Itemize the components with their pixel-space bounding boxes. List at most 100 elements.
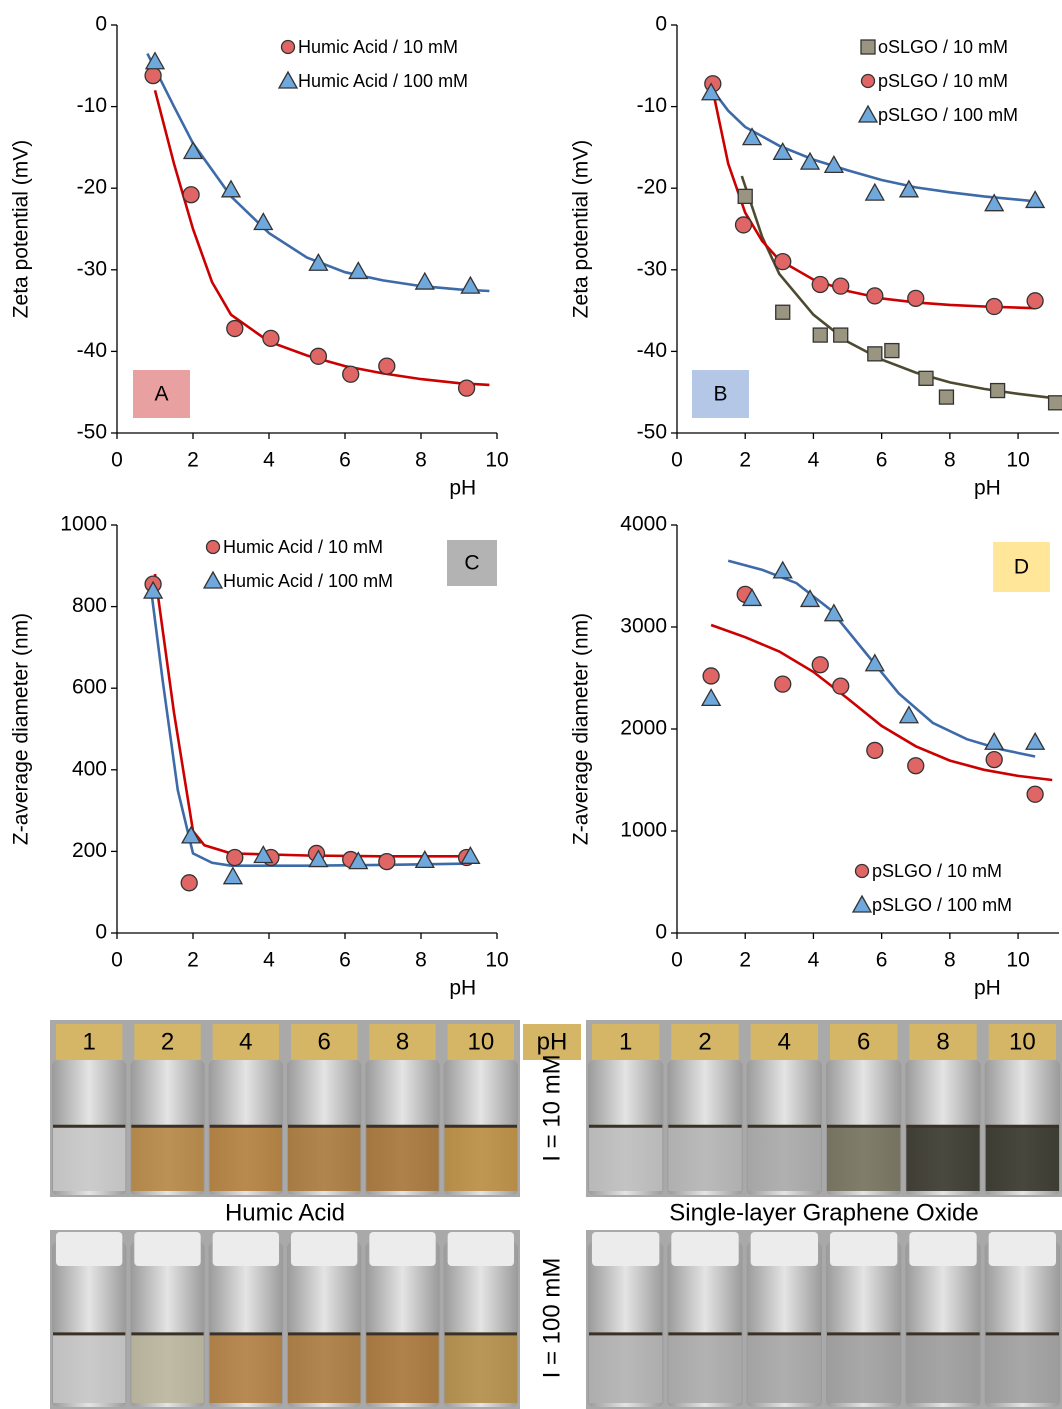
fit-line: [146, 53, 490, 293]
ph-label: 4: [778, 1028, 791, 1055]
ph-label-box: [830, 1024, 898, 1060]
ph-label: 10: [1009, 1028, 1036, 1055]
vial-liquid: [53, 1126, 126, 1191]
data-point: [812, 327, 828, 343]
data-point: [741, 127, 763, 146]
y-tick-label: 3000: [620, 615, 667, 638]
y-tick-label: 0: [655, 13, 667, 36]
y-tick-label: -10: [637, 94, 667, 117]
data-point: [702, 667, 720, 685]
vial-liquid: [444, 1333, 517, 1403]
vial-liquid: [985, 1126, 1059, 1191]
data-point: [1026, 292, 1044, 310]
legend-marker: [860, 39, 876, 55]
legend-marker: [280, 39, 296, 55]
legend-label: pSLGO / 10 mM: [878, 71, 1008, 91]
y-tick-label: 400: [72, 757, 107, 780]
x-tick-label: 6: [339, 449, 351, 472]
ionic-strength-label: I = 100 mM: [538, 1258, 565, 1379]
y-tick-label: 0: [95, 13, 107, 36]
ph-label-box: [447, 1024, 514, 1060]
photo-background: [586, 1230, 1062, 1409]
ph-label-box: [671, 1024, 739, 1060]
data-point: [182, 141, 204, 160]
legend-label: Humic Acid / 100 mM: [223, 571, 393, 591]
data-point: [774, 252, 792, 271]
x-tick-label: 10: [1006, 449, 1029, 472]
data-point: [414, 850, 435, 869]
y-tick-label: 4000: [620, 513, 667, 536]
photo-background: [586, 1020, 1062, 1197]
vial-cap: [212, 1232, 279, 1266]
x-tick-label: 8: [944, 949, 956, 972]
panel-label-box: [993, 542, 1050, 592]
vial-liquid: [53, 1333, 126, 1403]
data-point: [700, 82, 722, 101]
panel-label-box: [133, 370, 190, 418]
data-point: [811, 275, 829, 294]
ph-header-box: [523, 1024, 581, 1060]
data-point: [1025, 731, 1046, 750]
legend-marker: [857, 104, 879, 123]
vial-liquid: [131, 1333, 204, 1403]
ph-label: 2: [698, 1028, 711, 1055]
data-point: [832, 277, 850, 295]
vial-liquid: [906, 1333, 980, 1403]
ph-label-box: [134, 1024, 201, 1060]
data-point: [226, 319, 244, 338]
x-tick-label: 2: [187, 449, 199, 472]
vial-liquid: [906, 1126, 980, 1191]
y-tick-label: -40: [77, 339, 107, 362]
data-point: [907, 757, 925, 775]
x-tick-label: 0: [671, 449, 683, 472]
x-axis-label: pH: [974, 977, 1001, 1000]
y-tick-label: 800: [72, 594, 107, 617]
vial-liquid: [827, 1333, 901, 1403]
y-axis-label: Z-average diameter (nm): [570, 613, 593, 845]
ph-label-box: [369, 1024, 436, 1060]
data-point: [866, 287, 884, 305]
y-tick-label: -20: [77, 176, 107, 199]
x-tick-label: 6: [339, 949, 351, 972]
legend-label: Humic Acid / 100 mM: [298, 71, 468, 91]
vial-cap: [750, 1232, 818, 1266]
ph-label-box: [56, 1024, 123, 1060]
fit-line: [711, 90, 1036, 310]
ph-label-box: [909, 1024, 977, 1060]
legend-marker: [851, 894, 873, 913]
data-point: [734, 216, 753, 234]
x-tick-label: 2: [187, 949, 199, 972]
vial-liquid: [444, 1126, 517, 1191]
data-point: [984, 193, 1005, 212]
ph-label: 1: [619, 1028, 632, 1055]
data-point: [985, 750, 1003, 769]
legend-marker: [854, 863, 870, 879]
x-tick-label: 0: [111, 449, 123, 472]
y-tick-label: 0: [95, 921, 107, 944]
photo-panel-title: Humic Acid: [225, 1199, 345, 1226]
data-point: [811, 656, 829, 674]
ph-label: 10: [467, 1028, 494, 1055]
data-point: [180, 825, 202, 844]
y-tick-label: -50: [77, 421, 107, 444]
vial-cap: [134, 1232, 201, 1266]
data-point: [938, 389, 955, 405]
data-point: [378, 357, 396, 375]
x-tick-label: 10: [485, 449, 508, 472]
y-tick-label: -40: [637, 339, 667, 362]
data-point: [222, 866, 244, 885]
fit-line: [153, 89, 490, 387]
data-point: [180, 874, 198, 892]
legend-marker: [860, 73, 876, 89]
y-tick-label: -50: [637, 421, 667, 444]
vial-liquid: [827, 1126, 901, 1191]
ph-header: pH: [537, 1028, 568, 1055]
fit-line: [711, 89, 1036, 203]
data-point: [833, 327, 849, 343]
y-tick-label: 0: [655, 921, 667, 944]
legend-marker: [277, 70, 299, 89]
x-tick-label: 8: [415, 449, 427, 472]
legend-label: pSLGO / 100 mM: [878, 105, 1018, 125]
vial-cap: [291, 1232, 358, 1266]
